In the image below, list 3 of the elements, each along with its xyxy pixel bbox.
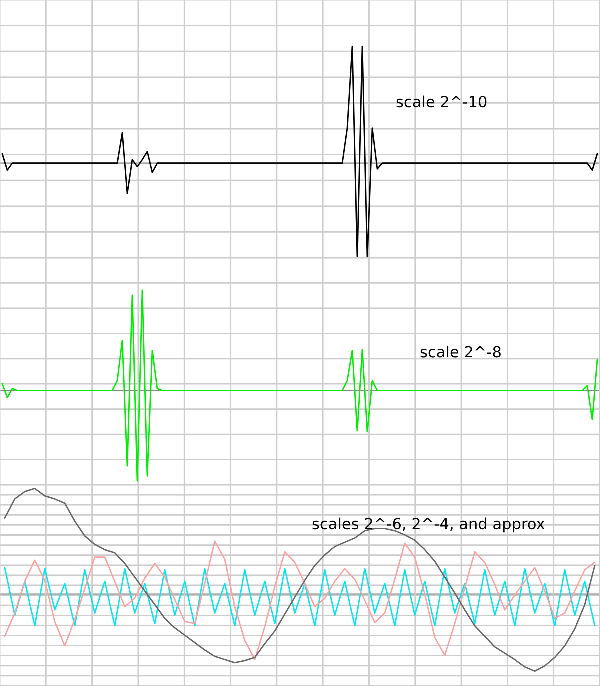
annotation: scales 2^-6, 2^-4, and approx	[312, 518, 545, 533]
annotation: scale 2^-8	[420, 346, 501, 358]
annotation: scale 2^-10	[396, 96, 487, 108]
